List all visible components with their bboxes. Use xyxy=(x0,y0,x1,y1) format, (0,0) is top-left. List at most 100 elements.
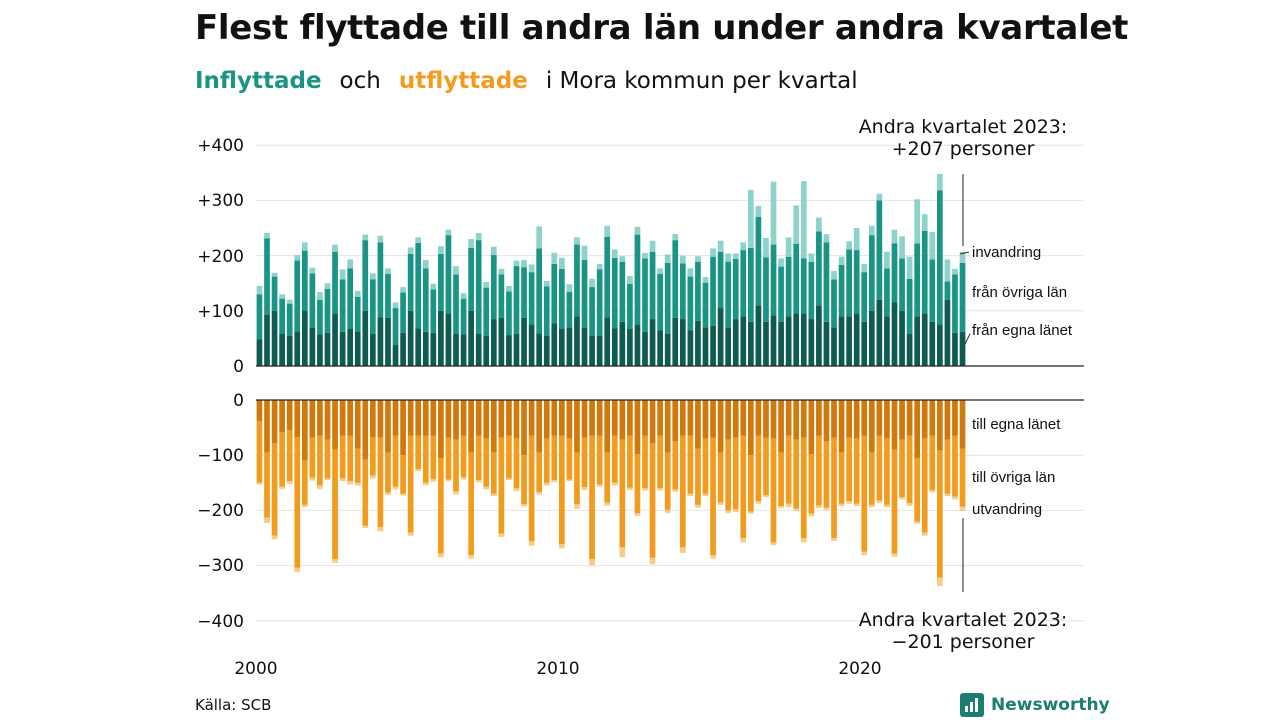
bar-invandring xyxy=(770,181,777,245)
bar-till-egna-lanet xyxy=(490,400,497,453)
bar-till-egna-lanet xyxy=(271,400,278,444)
bar-invandring xyxy=(952,268,958,275)
chart-subtitle: Inflyttade och utflyttade i Mora kommun per… xyxy=(195,68,876,94)
bar-till-ovriga-lan xyxy=(422,435,429,483)
newsworthy-logo-icon xyxy=(960,693,984,717)
bar-till-egna-lanet xyxy=(619,400,626,440)
bar-utvandring xyxy=(400,493,406,496)
bar-invandring xyxy=(679,255,686,264)
bar-till-ovriga-lan xyxy=(460,435,467,478)
bar-utvandring xyxy=(884,504,890,508)
bar-till-ovriga-lan xyxy=(672,441,679,490)
bar-invandring xyxy=(959,251,966,263)
bar-fran-egna-lanet xyxy=(914,316,921,366)
bar-fran-ovriga-lan xyxy=(513,266,520,334)
bar-till-ovriga-lan xyxy=(483,438,490,487)
bar-invandring xyxy=(475,232,482,241)
bar-till-egna-lanet xyxy=(627,400,633,436)
bar-fran-egna-lanet xyxy=(604,317,611,366)
bar-utvandring xyxy=(687,493,694,497)
bar-fran-egna-lanet xyxy=(649,319,656,366)
bar-till-ovriga-lan xyxy=(649,443,656,558)
bar-till-ovriga-lan xyxy=(490,452,497,494)
bar-utvandring xyxy=(672,489,679,492)
bar-fran-egna-lanet xyxy=(445,313,452,366)
bar-utvandring xyxy=(785,503,792,508)
bar-utvandring xyxy=(823,507,830,510)
bar-till-ovriga-lan xyxy=(347,435,354,482)
bar-invandring xyxy=(800,181,807,259)
bar-till-ovriga-lan xyxy=(702,438,709,494)
bar-till-egna-lanet xyxy=(687,400,694,436)
bar-till-ovriga-lan xyxy=(748,455,754,512)
bar-fran-egna-lanet xyxy=(770,315,777,366)
bar-utvandring xyxy=(453,491,459,495)
bar-till-ovriga-lan xyxy=(415,435,422,469)
y-tick-label: −100 xyxy=(197,446,244,466)
bar-invandring xyxy=(884,251,890,269)
bar-till-egna-lanet xyxy=(400,400,406,456)
bar-invandring xyxy=(664,254,671,263)
bar-utvandring xyxy=(377,526,384,532)
bar-fran-egna-lanet xyxy=(611,328,618,366)
bar-invandring xyxy=(785,237,792,257)
bar-till-ovriga-lan xyxy=(332,449,338,559)
bar-fran-egna-lanet xyxy=(438,310,444,366)
bar-invandring xyxy=(574,237,580,245)
bar-invandring xyxy=(543,280,550,287)
bar-till-egna-lanet xyxy=(483,400,490,439)
bar-till-ovriga-lan xyxy=(914,457,921,522)
bar-till-ovriga-lan xyxy=(301,460,308,505)
bar-utvandring xyxy=(838,503,845,506)
bar-till-egna-lanet xyxy=(294,400,301,437)
bar-till-ovriga-lan xyxy=(816,435,822,506)
bar-till-egna-lanet xyxy=(959,400,966,449)
bar-invandring xyxy=(831,271,837,280)
series-label-fran-egna-lanet: från egna länet xyxy=(972,322,1073,339)
bar-utvandring xyxy=(475,480,482,483)
bar-till-ovriga-lan xyxy=(438,457,444,554)
bar-fran-egna-lanet xyxy=(793,313,800,366)
bar-till-egna-lanet xyxy=(906,400,913,436)
bar-fran-ovriga-lan xyxy=(695,261,701,321)
bar-invandring xyxy=(740,242,747,251)
bar-utvandring xyxy=(725,510,732,514)
bar-invandring xyxy=(823,234,830,243)
bar-till-egna-lanet xyxy=(324,400,331,440)
bar-till-egna-lanet xyxy=(884,400,890,439)
inflow-bars xyxy=(256,173,966,366)
bar-till-egna-lanet xyxy=(740,400,747,436)
bar-till-ovriga-lan xyxy=(853,438,860,504)
bar-fran-ovriga-lan xyxy=(324,288,331,333)
bar-fran-ovriga-lan xyxy=(876,200,883,300)
bar-till-egna-lanet xyxy=(732,400,739,438)
series-label-till-ovriga-lan: till övriga län xyxy=(972,469,1055,486)
bar-fran-ovriga-lan xyxy=(959,262,966,332)
bar-fran-egna-lanet xyxy=(929,321,936,366)
bar-utvandring xyxy=(581,487,588,490)
bar-invandring xyxy=(642,252,648,259)
bar-fran-ovriga-lan xyxy=(687,276,694,331)
bar-invandring xyxy=(937,173,943,191)
bar-till-ovriga-lan xyxy=(619,439,626,548)
bar-fran-egna-lanet xyxy=(627,329,633,366)
bar-utvandring xyxy=(861,551,868,556)
bar-utvandring xyxy=(853,503,860,506)
bar-till-egna-lanet xyxy=(551,400,558,436)
bar-till-ovriga-lan xyxy=(725,439,732,511)
bar-till-ovriga-lan xyxy=(906,435,913,504)
bar-till-ovriga-lan xyxy=(271,443,278,536)
bar-till-ovriga-lan xyxy=(286,430,293,482)
bar-invandring xyxy=(559,257,565,269)
bar-fran-ovriga-lan xyxy=(891,243,898,303)
bar-fran-egna-lanet xyxy=(400,332,406,366)
bar-fran-ovriga-lan xyxy=(725,261,732,328)
bar-fran-egna-lanet xyxy=(551,323,558,366)
bar-till-ovriga-lan xyxy=(400,455,406,494)
bar-invandring xyxy=(324,283,331,289)
bar-utvandring xyxy=(468,555,474,559)
bar-invandring xyxy=(876,193,883,201)
bar-fran-egna-lanet xyxy=(816,305,822,366)
bar-fran-ovriga-lan xyxy=(286,303,293,336)
bar-fran-ovriga-lan xyxy=(906,278,913,334)
